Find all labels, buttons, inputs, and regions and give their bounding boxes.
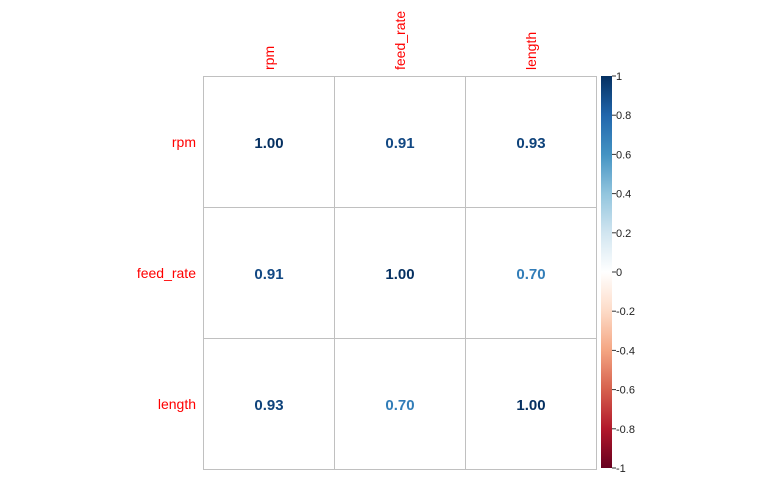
row-label: length — [158, 396, 196, 412]
colorbar: 1 0.8 0.6 0.4 0.2 0 -0.2 -0.4 -0.6 -0.8 -1 — [601, 71, 635, 475]
heatmap-cell — [203, 338, 335, 470]
colorbar-tick-label: -0.4 — [616, 345, 635, 357]
colorbar-tick-label: -0.6 — [616, 385, 635, 397]
cell-value-label: 0.93 — [254, 397, 283, 414]
cell-value-label: 1.00 — [516, 397, 545, 414]
heatmap-cell — [334, 338, 466, 470]
colorbar-tick-label: -1 — [616, 463, 626, 475]
heatmap-cells: 1.00 0.91 0.93 0.91 1.00 0.70 0.93 0.70 1.00 — [203, 76, 597, 470]
heatmap-cell — [465, 207, 597, 339]
colorbar-tick-label: 0 — [616, 267, 622, 279]
cell-value-label: 0.91 — [385, 135, 414, 152]
colorbar-tick-label: -0.2 — [616, 306, 635, 318]
heatmap-cell — [465, 76, 597, 208]
column-label: feed_rate — [392, 11, 408, 70]
cell-value-label: 0.70 — [385, 397, 414, 414]
column-labels: rpm feed_rate length — [261, 11, 539, 70]
column-label: rpm — [261, 46, 277, 70]
heatmap-cell — [203, 76, 335, 208]
cell-value-label: 0.93 — [516, 135, 545, 152]
colorbar-tick-label: -0.8 — [616, 424, 635, 436]
cell-value-label: 0.70 — [516, 266, 545, 283]
cell-value-label: 0.91 — [254, 266, 283, 283]
row-label: feed_rate — [137, 265, 196, 281]
colorbar-tick-label: 0.4 — [616, 189, 631, 201]
heatmap-cell — [334, 207, 466, 339]
heatmap-cell — [334, 76, 466, 208]
cell-value-label: 1.00 — [254, 135, 283, 152]
colorbar-ticks: 1 0.8 0.6 0.4 0.2 0 -0.2 -0.4 -0.6 -0.8 -1 — [612, 71, 635, 475]
heatmap-cell — [465, 338, 597, 470]
cell-value-label: 1.00 — [385, 266, 414, 283]
column-label: length — [523, 32, 539, 70]
colorbar-tick-label: 1 — [616, 71, 622, 83]
row-label: rpm — [172, 134, 196, 150]
heatmap-cell — [203, 207, 335, 339]
colorbar-tick-label: 0.2 — [616, 228, 631, 240]
colorbar-tick-label: 0.8 — [616, 110, 631, 122]
colorbar-gradient — [601, 76, 612, 468]
colorbar-tick-label: 0.6 — [616, 149, 631, 161]
